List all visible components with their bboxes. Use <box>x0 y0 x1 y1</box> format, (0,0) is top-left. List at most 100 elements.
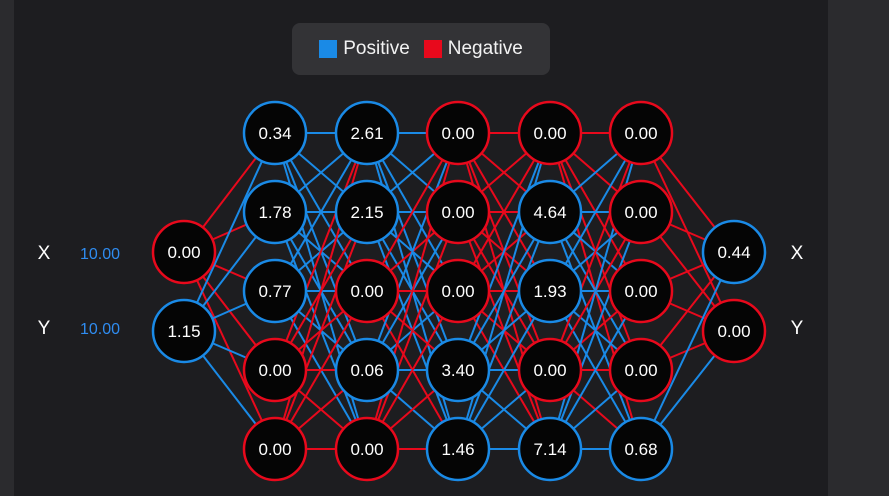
neuron-circle <box>334 258 400 324</box>
neuron-5-3: 0.00 <box>608 337 674 403</box>
output-y-label: Y <box>790 318 804 339</box>
neuron-1-1: 1.78 <box>242 179 308 245</box>
neuron-4-3: 0.00 <box>517 337 583 403</box>
neuron-value: 0.00 <box>441 203 474 222</box>
neuron-5-4: 0.68 <box>608 416 674 482</box>
neuron-3-1: 0.00 <box>425 179 491 245</box>
connection-3-3-0 <box>457 132 551 371</box>
neuron-circle <box>151 298 217 364</box>
legend-negative-label: Negative <box>447 38 523 59</box>
neuron-value: 0.00 <box>167 243 200 262</box>
neuron-circle <box>242 179 308 245</box>
neuron-0-1: 1.15 <box>151 298 217 364</box>
neuron-value: 7.14 <box>533 440 566 459</box>
neuron-circle <box>334 416 400 482</box>
connection-1-3-0 <box>274 132 368 371</box>
neuron-3-4: 1.46 <box>425 416 491 482</box>
neuron-value: 0.00 <box>441 282 474 301</box>
neuron-value: 0.00 <box>258 361 291 380</box>
neuron-circle <box>425 416 491 482</box>
neuron-4-4: 7.14 <box>517 416 583 482</box>
neuron-5-1: 0.00 <box>608 179 674 245</box>
neuron-circle <box>425 337 491 403</box>
neuron-circle <box>608 258 674 324</box>
neuron-value: 0.00 <box>717 322 750 341</box>
neuron-circle <box>701 219 767 285</box>
neuron-circle <box>334 100 400 166</box>
neurons: 0.00 1.15 0.34 1.78 0.77 0.00 0.00 2.61 2.15 0.00… <box>151 100 767 482</box>
neuron-value: 0.44 <box>717 243 750 262</box>
neuron-value: 0.34 <box>258 124 291 143</box>
neuron-3-2: 0.00 <box>425 258 491 324</box>
neuron-1-2: 0.77 <box>242 258 308 324</box>
neuron-circle <box>242 100 308 166</box>
connection-4-4-1 <box>549 211 642 450</box>
neuron-2-0: 2.61 <box>334 100 400 166</box>
neuron-circle <box>425 100 491 166</box>
neuron-circle <box>517 337 583 403</box>
input-y-label: Y <box>37 318 51 339</box>
neuron-4-1: 4.64 <box>517 179 583 245</box>
neuron-circle <box>242 416 308 482</box>
neuron-5-0: 0.00 <box>608 100 674 166</box>
neuron-1-3: 0.00 <box>242 337 308 403</box>
connection-3-4-1 <box>457 211 551 450</box>
legend-positive: Positive <box>319 38 410 60</box>
neuron-value: 2.15 <box>350 203 383 222</box>
neuron-2-4: 0.00 <box>334 416 400 482</box>
neuron-4-0: 0.00 <box>517 100 583 166</box>
neuron-value: 0.00 <box>258 440 291 459</box>
neuron-value: 0.00 <box>624 361 657 380</box>
neuron-1-4: 0.00 <box>242 416 308 482</box>
neuron-circle <box>517 258 583 324</box>
neuron-circle <box>517 100 583 166</box>
neuron-3-3: 3.40 <box>425 337 491 403</box>
neuron-circle <box>151 219 217 285</box>
neuron-value: 2.61 <box>350 124 383 143</box>
legend-positive-label: Positive <box>343 38 410 59</box>
neuron-value: 4.64 <box>533 203 566 222</box>
neuron-circle <box>608 100 674 166</box>
neuron-circle <box>242 258 308 324</box>
output-x-label: X <box>790 243 804 264</box>
neuron-value: 0.00 <box>533 361 566 380</box>
negative-swatch <box>423 40 442 58</box>
neuron-circle <box>701 298 767 364</box>
neuron-value: 0.06 <box>350 361 383 380</box>
neuron-circle <box>517 179 583 245</box>
neuron-value: 0.77 <box>258 282 291 301</box>
neuron-circle <box>517 416 583 482</box>
neuron-value: 1.15 <box>167 322 200 341</box>
neuron-2-2: 0.00 <box>334 258 400 324</box>
neuron-6-1: 0.00 <box>701 298 767 364</box>
neuron-4-2: 1.93 <box>517 258 583 324</box>
neuron-value: 0.00 <box>441 124 474 143</box>
neuron-value: 0.00 <box>533 124 566 143</box>
neuron-circle <box>608 179 674 245</box>
connection-0-1-0 <box>183 132 276 332</box>
neuron-value: 0.00 <box>350 282 383 301</box>
connection-2-4-1 <box>366 211 459 450</box>
connection-5-4-0 <box>640 251 735 450</box>
neuron-circle <box>425 258 491 324</box>
neuron-0-0: 0.00 <box>151 219 217 285</box>
neuron-circle <box>334 179 400 245</box>
neuron-5-2: 0.00 <box>608 258 674 324</box>
neuron-value: 0.00 <box>624 203 657 222</box>
neuron-circle <box>425 179 491 245</box>
neuron-circle <box>608 337 674 403</box>
connection-4-3-0 <box>549 132 642 371</box>
neuron-circle <box>242 337 308 403</box>
input-x-label: X <box>37 243 51 264</box>
neuron-6-0: 0.44 <box>701 219 767 285</box>
neuron-value: 0.00 <box>624 282 657 301</box>
positive-swatch <box>319 40 338 58</box>
neuron-value: 1.93 <box>533 282 566 301</box>
legend-negative: Negative <box>423 38 523 60</box>
neuron-value: 3.40 <box>441 361 474 380</box>
input-x-value: 10.00 <box>79 246 121 263</box>
legend: Positive Negative <box>292 23 550 75</box>
neuron-value: 1.46 <box>441 440 474 459</box>
neuron-value: 0.00 <box>350 440 383 459</box>
